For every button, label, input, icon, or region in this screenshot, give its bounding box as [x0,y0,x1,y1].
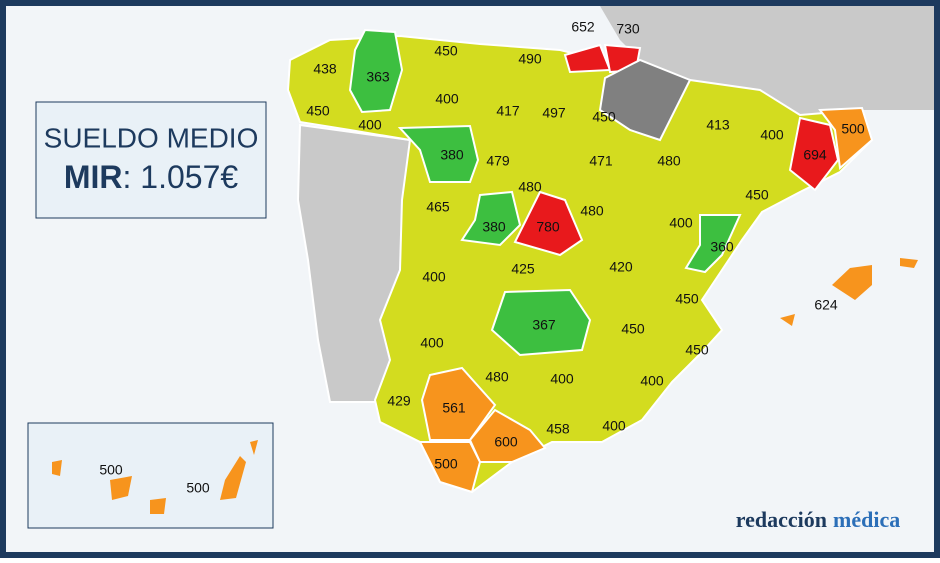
region-green [460,190,522,247]
island [150,498,166,514]
region-value: 480 [580,203,604,219]
region-value: 360 [710,239,734,255]
region-value: 465 [426,199,450,215]
region-value: 600 [494,434,518,450]
island [900,258,918,268]
region-value: 500 [186,480,210,496]
region-green [490,288,592,357]
region-value: 450 [621,321,645,337]
region-value: 413 [706,117,730,133]
region-value: 480 [657,153,681,169]
region-value: 480 [485,369,509,385]
region-value: 458 [546,421,570,437]
region-value: 400 [669,215,693,231]
region-value: 400 [435,91,459,107]
region-value: 420 [609,259,633,275]
subtitle-rest: : 1.057€ [123,159,239,195]
region-value: 500 [434,456,458,472]
island [832,265,872,300]
region-value: 450 [592,109,616,125]
region-value: 400 [358,117,382,133]
island [110,476,132,500]
region-value: 380 [482,219,506,235]
region-value: 429 [387,393,411,409]
region-value: 417 [496,103,520,119]
region-value: 490 [518,51,542,67]
subtitle-bold: MIR [64,159,123,195]
region-value: 450 [675,291,699,307]
region-green [397,124,480,183]
region-gray [598,58,692,142]
brand: redacción médica [736,507,900,532]
region-value: 400 [550,371,574,387]
region-value: 380 [440,147,464,163]
region-red [513,190,584,257]
region-value: 780 [536,219,560,235]
france [600,6,934,115]
region-orange [418,441,482,494]
region-value: 425 [511,261,535,277]
region-value: 497 [542,105,566,121]
region-value: 730 [616,21,640,37]
region-value: 438 [313,61,337,77]
region-value: 561 [442,400,466,416]
region-value: 400 [760,127,784,143]
region-value: 479 [486,153,510,169]
island [780,314,795,326]
region-value: 500 [99,462,123,478]
region-value: 694 [803,147,827,163]
region-value: 400 [602,418,626,434]
region-value: 471 [589,153,613,169]
region-value: 624 [814,297,838,313]
region-value: 480 [518,179,542,195]
region-value: 652 [571,19,595,35]
brand-part2: médica [833,507,900,532]
region-value: 450 [434,43,458,59]
region-value: 400 [422,269,446,285]
region-value: 367 [532,317,556,333]
region-green [348,28,404,114]
region-value: 400 [640,373,664,389]
region-value: 500 [841,121,865,137]
island [220,456,246,500]
title: SUELDO MEDIO [44,122,259,153]
subtitle: MIR: 1.057€ [64,159,239,195]
region-value: 363 [366,69,390,85]
brand-part1: redacción [736,507,827,532]
title-box [35,101,267,219]
region-green [684,214,742,274]
region-red [788,116,840,192]
region-value: 400 [420,335,444,351]
island [52,460,62,476]
region-value: 450 [745,187,769,203]
island [250,440,258,455]
region-value: 450 [306,103,330,119]
region-orange [818,106,874,170]
region-value: 450 [685,342,709,358]
